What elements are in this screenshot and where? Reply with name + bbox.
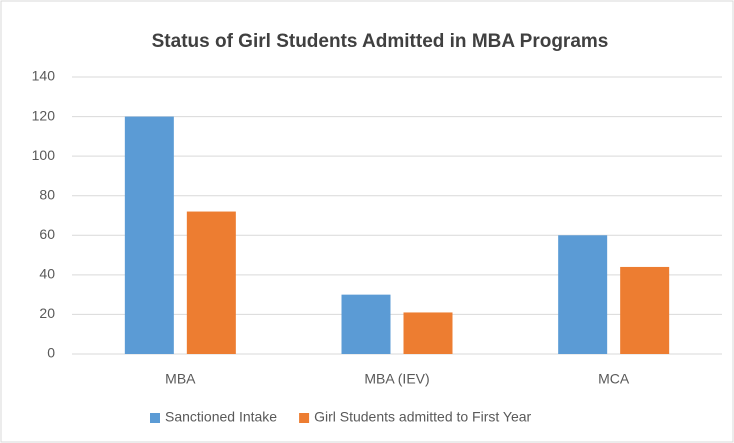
legend-swatch [150,413,160,423]
y-tick-label: 80 [39,186,55,202]
bar [403,312,453,354]
bar [124,116,174,354]
legend-label: Sanctioned Intake [165,409,277,425]
chart-title: Status of Girl Students Admitted in MBA … [152,31,609,52]
legend-label: Girl Students admitted to First Year [314,409,531,425]
x-tick-label: MBA (IEV) [364,371,429,387]
bar [341,294,391,354]
x-tick-label: MBA [165,371,196,387]
y-tick-label: 60 [39,226,55,242]
y-tick-label: 100 [32,147,56,163]
x-tick-label: MCA [598,371,630,387]
y-tick-label: 120 [32,107,56,123]
bar [558,235,608,354]
y-tick-label: 40 [39,266,55,282]
y-tick-label: 0 [47,345,55,361]
y-tick-label: 140 [32,68,56,84]
legend-swatch [299,413,310,423]
bar [186,211,236,354]
y-tick-label: 20 [39,305,55,321]
bar [620,266,670,354]
